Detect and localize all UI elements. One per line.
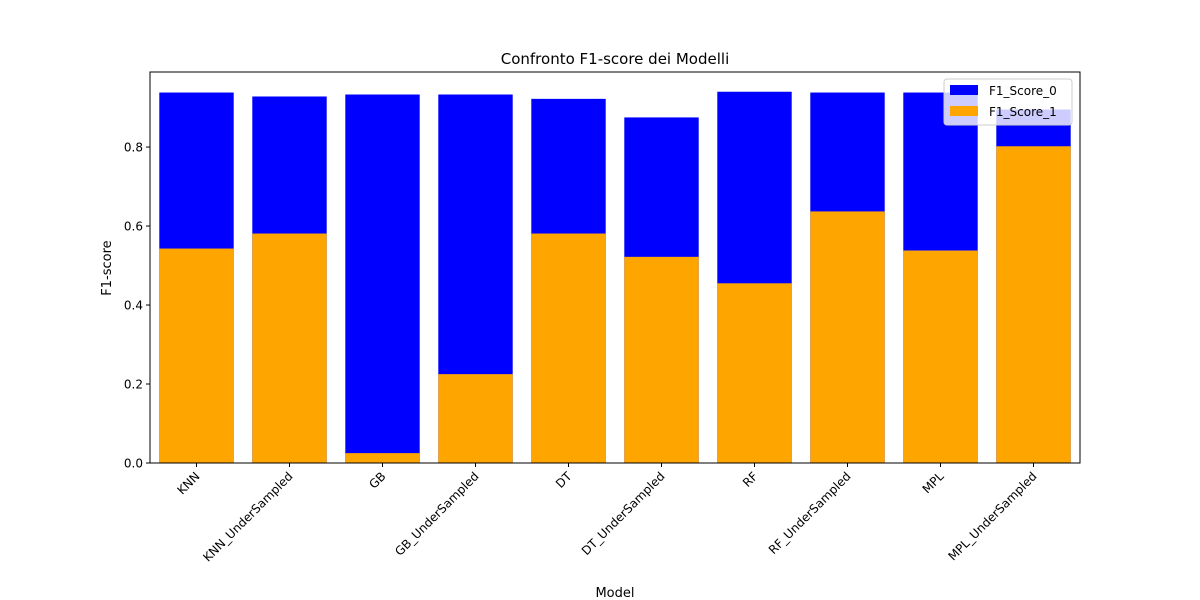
legend-swatch — [950, 85, 978, 95]
x-tick-label: KNN — [174, 469, 202, 497]
bar-F1_Score_0-GB — [345, 94, 420, 464]
bar-F1_Score_1-DT — [531, 233, 606, 463]
bar-F1_Score_1-MPL — [903, 250, 978, 463]
x-tick-label: RF_UnderSampled — [766, 469, 854, 557]
plot-frame — [149, 71, 1081, 464]
y-tick-label: 0.0 — [124, 457, 143, 471]
x-tick-label: DT_UnderSampled — [579, 469, 668, 558]
legend-swatch — [950, 106, 978, 116]
y-axis-label: F1-score — [100, 240, 115, 295]
x-tick-label: GB_UnderSampled — [392, 469, 481, 558]
chart-title: Confronto F1-score dei Modelli — [501, 50, 730, 68]
x-tick-label: MPL — [920, 469, 947, 496]
bar-F1_Score_1-MPL_UnderSampled — [996, 146, 1071, 464]
legend-label: F1_Score_0 — [989, 84, 1057, 98]
y-tick-label: 0.8 — [124, 141, 143, 155]
x-tick-label: DT — [553, 469, 575, 491]
bars-layer — [159, 91, 1071, 464]
bar-F1_Score_1-RF_UnderSampled — [810, 211, 885, 463]
y-tick-label: 0.2 — [124, 378, 143, 392]
legend: F1_Score_0 F1_Score_1 — [943, 78, 1073, 126]
bar-F1_Score_1-KNN — [159, 248, 234, 463]
legend-label: F1_Score_1 — [989, 105, 1057, 119]
y-tick-label: 0.4 — [124, 299, 143, 313]
y-axis: 0.0 0.2 0.4 0.6 0.8 — [124, 141, 150, 471]
bar-F1_Score_1-KNN_UnderSampled — [252, 233, 327, 463]
x-axis-label: Model — [595, 586, 634, 600]
y-tick-label: 0.6 — [124, 220, 143, 234]
x-tick-label: MPL_UnderSampled — [945, 469, 1039, 563]
x-tick-label: KNN_UnderSampled — [200, 469, 295, 564]
bar-F1_Score_1-DT_UnderSampled — [624, 256, 699, 463]
bar-F1_Score_1-GB_UnderSampled — [438, 374, 513, 463]
x-tick-label: GB — [366, 469, 388, 491]
bar-F1_Score_1-RF — [717, 283, 792, 463]
bar-F1_Score_1-GB — [345, 453, 420, 463]
x-tick-label: RF — [740, 469, 761, 490]
